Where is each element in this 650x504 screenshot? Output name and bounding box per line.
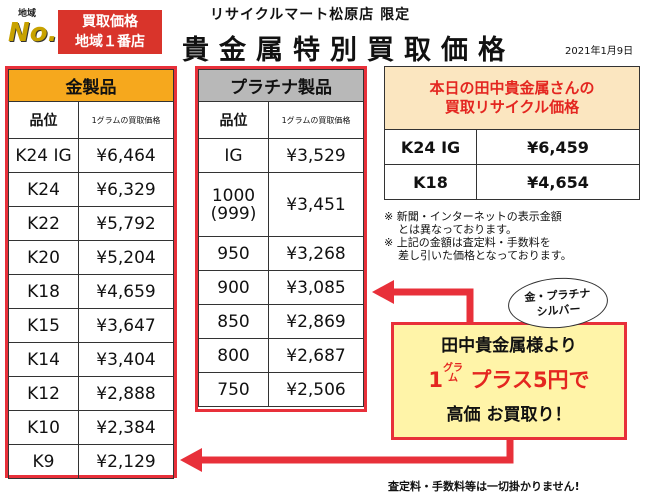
promo-unit-a: グラ: [443, 363, 464, 374]
table-row: K24 ¥6,329: [8, 172, 174, 207]
page-title: 貴金属特別買取価格: [182, 35, 515, 66]
gold-price-table: 金製品 品位 1グラムの買取価格 K24 IG ¥6,464 K24 ¥6,329 …: [8, 69, 174, 479]
grade-cell: K18: [384, 164, 477, 200]
price-cell: ¥3,268: [268, 236, 364, 271]
arrowhead-gold-icon: [180, 448, 202, 472]
table-row: K20 ¥5,204: [8, 240, 174, 275]
price-cell: ¥3,404: [78, 342, 174, 377]
price-cell: ¥2,687: [268, 338, 364, 373]
grade-cell: 800: [198, 338, 269, 373]
promo-line1: 田中貴金属様より: [441, 336, 577, 356]
table-row: K9 ¥2,129: [8, 444, 174, 479]
note-line: ※ 上記の金額は査定料・手数料を: [384, 236, 551, 249]
table-row: K12 ¥2,888: [8, 376, 174, 411]
platinum-col-grade: 品位: [198, 101, 269, 139]
promo-number: 1: [428, 368, 444, 392]
note-line: ※ 新聞・インターネットの表示金額: [384, 210, 562, 223]
price-cell: ¥2,129: [78, 444, 174, 479]
table-row: 800 ¥2,687: [198, 338, 364, 373]
table-row: 750 ¥2,506: [198, 372, 364, 407]
arrow-to-gold-icon: [200, 440, 514, 464]
grade-line2: (999): [210, 203, 257, 224]
table-row: K24 IG ¥6,464: [8, 138, 174, 173]
grade-cell: K24: [8, 172, 79, 207]
date-label: 2021年1月9日: [565, 46, 634, 57]
tanaka-table-header: 本日の田中貴金属さんの 買取リサイクル価格: [384, 66, 640, 130]
promo-line3: 高価 お買取り！: [446, 405, 572, 425]
tanaka-price-table: 本日の田中貴金属さんの 買取リサイクル価格 K24 IG ¥6,459 K18 ¥4…: [384, 66, 640, 200]
price-cell: ¥4,654: [476, 164, 640, 200]
price-cell: ¥6,464: [78, 138, 174, 173]
price-cell: ¥5,204: [78, 240, 174, 275]
price-cell: ¥5,792: [78, 206, 174, 241]
price-cell: ¥2,506: [268, 372, 364, 407]
grade-cell: K24 IG: [8, 138, 79, 173]
price-cell: ¥6,329: [78, 172, 174, 207]
note-line: 差し引いた価格となっております。: [398, 249, 572, 262]
tanaka-header-line1: 本日の田中貴金属さんの: [429, 79, 595, 97]
ranking-badge: 地域 No.1 買取価格 地域１番店: [4, 4, 164, 56]
platinum-table-header: プラチナ製品: [198, 69, 364, 102]
grade-cell: 950: [198, 236, 269, 271]
badge-line2: 地域１番店: [75, 34, 145, 50]
platinum-price-table: プラチナ製品 品位 1グラムの買取価格 IG ¥3,529 1000 (999) …: [198, 69, 364, 407]
grade-cell: K15: [8, 308, 79, 343]
table-row: 950 ¥3,268: [198, 236, 364, 271]
gold-table-header: 金製品: [8, 69, 174, 102]
price-cell: ¥4,659: [78, 274, 174, 309]
price-cell: ¥3,647: [78, 308, 174, 343]
arrowhead-platinum-icon: [372, 280, 394, 304]
promo-rest: プラス5円で: [463, 368, 590, 392]
promo-line2: 1グラム プラス5円で: [394, 364, 624, 394]
grade-cell: K12: [8, 376, 79, 411]
notes: ※ 新聞・インターネットの表示金額 とは異なっております。 ※ 上記の金額は査定…: [384, 210, 644, 262]
gold-col-price: 1グラムの買取価格: [78, 101, 174, 139]
table-row: K14 ¥3,404: [8, 342, 174, 377]
badge-line1: 買取価格: [82, 14, 138, 30]
price-cell: ¥3,085: [268, 270, 364, 305]
store-name: リサイクルマート松原店 限定: [210, 7, 411, 23]
price-cell: ¥2,888: [78, 376, 174, 411]
badge-red-box: 買取価格 地域１番店: [58, 10, 162, 54]
table-row: K15 ¥3,647: [8, 308, 174, 343]
table-row: 1000 (999) ¥3,451: [198, 172, 364, 237]
table-row: K22 ¥5,792: [8, 206, 174, 241]
price-cell: ¥3,529: [268, 138, 364, 173]
table-row: K18 ¥4,654: [384, 164, 640, 200]
promo-unit-b: ム: [448, 373, 459, 384]
grade-cell: 1000 (999): [198, 172, 269, 237]
grade-line1: 1000: [211, 185, 256, 206]
table-row: K18 ¥4,659: [8, 274, 174, 309]
no1-small-label: 地域: [18, 9, 37, 19]
grade-cell: K9: [8, 444, 79, 479]
tanaka-header-line2: 買取リサイクル価格: [444, 98, 580, 116]
note-line: とは異なっております。: [398, 223, 518, 236]
promo-box: 田中貴金属様より 1グラム プラス5円で 高価 お買取り！: [391, 322, 627, 440]
grade-cell: 750: [198, 372, 269, 407]
table-row: 850 ¥2,869: [198, 304, 364, 339]
price-cell: ¥3,451: [268, 172, 364, 237]
price-cell: ¥2,869: [268, 304, 364, 339]
table-row: 900 ¥3,085: [198, 270, 364, 305]
footer-note: 査定料・手数料等は一切掛かりません!: [388, 480, 580, 493]
platinum-table-border: [195, 66, 367, 412]
arrow-to-platinum-icon: [392, 288, 474, 322]
gold-col-grade: 品位: [8, 101, 79, 139]
promo-unit: グラム: [443, 364, 463, 384]
